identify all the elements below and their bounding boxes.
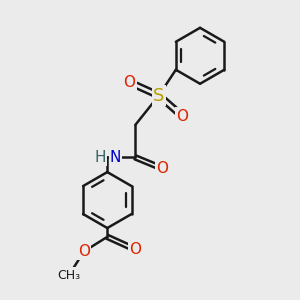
Text: O: O (123, 75, 135, 90)
Text: O: O (129, 242, 141, 257)
Text: CH₃: CH₃ (58, 268, 81, 282)
Text: O: O (176, 109, 188, 124)
Text: S: S (153, 86, 164, 104)
Text: O: O (156, 161, 168, 176)
Text: H: H (94, 150, 106, 165)
Text: N: N (110, 150, 121, 165)
Text: O: O (78, 244, 90, 259)
